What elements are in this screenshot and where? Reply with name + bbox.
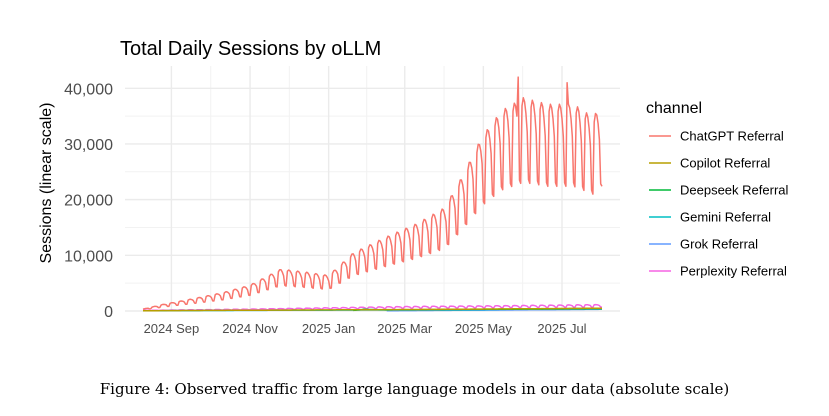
plot-panel bbox=[0, 0, 829, 375]
legend-entry: ChatGPT Referral bbox=[680, 129, 784, 144]
series-line-copilot-referral bbox=[143, 307, 602, 312]
chart-title: Total Daily Sessions by oLLM bbox=[120, 38, 381, 60]
x-tick-label: 2025 May bbox=[455, 321, 513, 336]
x-tick-label: 2024 Nov bbox=[222, 321, 278, 336]
y-tick-label: 10,000 bbox=[64, 248, 113, 265]
legend-entry: Grok Referral bbox=[680, 237, 758, 252]
legend-entry: Gemini Referral bbox=[680, 210, 771, 225]
figure-caption: Figure 4: Observed traffic from large la… bbox=[99, 380, 730, 398]
y-tick-label: 0 bbox=[104, 304, 113, 321]
x-tick-label: 2025 Mar bbox=[377, 321, 433, 336]
x-tick-label: 2025 Jan bbox=[302, 321, 356, 336]
series-lines bbox=[142, 76, 603, 312]
legend-entry: Perplexity Referral bbox=[680, 264, 787, 279]
legend-entry: Copilot Referral bbox=[680, 156, 770, 171]
series-line-chatgpt-referral bbox=[142, 76, 603, 310]
legend-entry: Deepseek Referral bbox=[680, 183, 788, 198]
y-tick-label: 30,000 bbox=[64, 137, 113, 154]
x-tick-label: 2025 Jul bbox=[537, 321, 586, 336]
legend: channel ChatGPT Referral Copilot Referral… bbox=[646, 100, 788, 279]
y-tick-label: 40,000 bbox=[64, 81, 113, 98]
legend-title: channel bbox=[646, 100, 702, 117]
x-tick-label: 2024 Sep bbox=[144, 321, 200, 336]
y-tick-label: 20,000 bbox=[64, 193, 113, 210]
series-line-perplexity-referral bbox=[142, 303, 603, 312]
x-axis: 2024 Sep 2024 Nov 2025 Jan 2025 Mar 2025 May… bbox=[144, 321, 587, 336]
grid bbox=[125, 66, 620, 312]
chart: 0 10,000 20,000 30,000 40,000 2024 Sep 2024 N… bbox=[0, 0, 829, 375]
y-axis: 0 10,000 20,000 30,000 40,000 bbox=[64, 81, 113, 321]
y-axis-label: Sessions (linear scale) bbox=[38, 103, 55, 264]
